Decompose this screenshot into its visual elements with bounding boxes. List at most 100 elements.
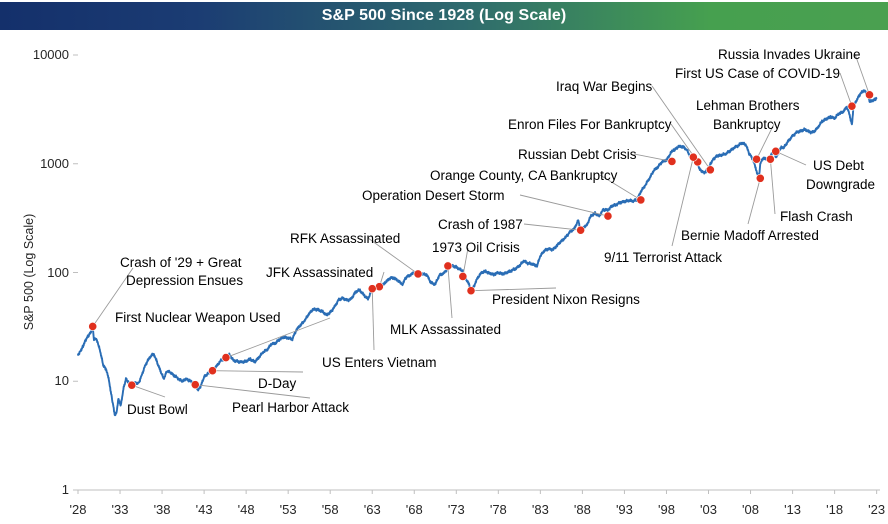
- leader-line: [769, 159, 776, 215]
- annotation-crash-29: Crash of '29 + Great: [120, 255, 242, 270]
- leader-line: [225, 317, 331, 359]
- annotation-madoff: Bernie Madoff Arrested: [681, 228, 819, 243]
- event-marker: [466, 286, 476, 296]
- event-marker: [413, 269, 423, 279]
- x-tick-53: '53: [279, 502, 297, 517]
- x-tick-68: '68: [405, 502, 423, 517]
- event-marker: [367, 284, 377, 294]
- leader-line: [854, 53, 870, 96]
- x-tick-88: '88: [573, 502, 591, 517]
- annotation-desert-storm: Operation Desert Storm: [362, 188, 505, 203]
- x-tick-63: '63: [363, 502, 381, 517]
- annotation-enron: Enron Files For Bankruptcy: [508, 117, 672, 132]
- x-tick-48: '48: [237, 502, 255, 517]
- x-tick-23: '23: [868, 502, 886, 517]
- event-marker: [458, 272, 468, 281]
- x-tick-13: '13: [784, 502, 802, 517]
- annotation-lehman: Lehman Brothers: [696, 98, 800, 113]
- x-tick-78: '78: [489, 502, 507, 517]
- x-tick-93: '93: [615, 502, 633, 517]
- event-marker: [443, 261, 453, 271]
- leader-line: [523, 223, 581, 231]
- event-marker: [576, 225, 586, 235]
- annotation-oil-1973: 1973 Oil Crisis: [432, 240, 520, 255]
- event-marker: [636, 195, 646, 205]
- x-tick-03: '03: [700, 502, 717, 517]
- event-marker: [755, 173, 765, 183]
- event-marker: [88, 322, 98, 331]
- annotation-d-day: D-Day: [258, 376, 297, 391]
- leader-line: [212, 370, 304, 373]
- leader-line: [371, 288, 375, 351]
- x-tick-73: '73: [447, 502, 465, 517]
- annotation-crash-1987: Crash of 1987: [438, 217, 523, 232]
- event-marker: [190, 380, 200, 390]
- annotation-sept11: 9/11 Terrorist Attack: [604, 250, 723, 265]
- event-marker: [688, 152, 698, 162]
- chart-title-bar: S&P 500 Since 1928 (Log Scale): [0, 2, 888, 30]
- y-tick-10: 10: [54, 373, 69, 389]
- leader-line: [92, 267, 134, 327]
- leader-line: [839, 72, 853, 107]
- event-markers: [88, 90, 874, 390]
- leader-line: [367, 237, 419, 275]
- leader-lines: [92, 53, 870, 399]
- x-tick-28: '28: [69, 502, 87, 517]
- x-tick-18: '18: [826, 502, 844, 517]
- annotation-flash-crash: Flash Crash: [780, 209, 853, 224]
- annotation-crash-29b: Depression Ensues: [126, 273, 244, 288]
- leader-line: [462, 247, 469, 277]
- event-marker: [221, 353, 231, 362]
- x-tick-08: '08: [742, 502, 759, 517]
- event-marker: [771, 146, 781, 156]
- x-tick-83: '83: [531, 502, 549, 517]
- annotation-rfk: RFK Assassinated: [290, 231, 401, 246]
- annotation-nixon: President Nixon Resigns: [492, 292, 640, 307]
- event-marker: [765, 154, 775, 164]
- event-marker: [865, 90, 874, 100]
- y-tick-10000: 10000: [32, 47, 69, 62]
- annotation-jfk: JFK Assassinated: [266, 265, 374, 280]
- annotation-us-debt2: Downgrade: [806, 177, 876, 192]
- leader-line: [447, 265, 453, 319]
- leader-line: [633, 153, 673, 162]
- annotation-dust-bowl: Dust Bowl: [127, 402, 188, 417]
- annotation-us-vietnam: US Enters Vietnam: [322, 355, 437, 370]
- leader-line: [747, 178, 761, 225]
- event-marker: [847, 101, 857, 111]
- event-marker: [752, 154, 761, 164]
- leader-line: [671, 157, 694, 247]
- leader-line: [651, 85, 711, 171]
- annotation-us-debt: US Debt: [813, 158, 865, 173]
- event-marker: [127, 380, 137, 390]
- x-tick-38: '38: [153, 502, 171, 517]
- annotation-covid: First US Case of COVID-19: [675, 66, 841, 81]
- annotation-pearl-harbor: Pearl Harbor Attack: [232, 400, 350, 415]
- x-tick-43: '43: [195, 502, 213, 517]
- annotation-lehman2: Bankruptcy: [713, 117, 781, 132]
- event-marker: [667, 157, 677, 166]
- leader-line: [775, 150, 807, 166]
- y-tick-1: 1: [61, 482, 69, 497]
- y-tick-100: 100: [47, 264, 69, 280]
- x-tick-58: '58: [321, 502, 339, 517]
- event-marker: [705, 165, 715, 175]
- annotation-iraq-war: Iraq War Begins: [556, 79, 653, 94]
- leader-line: [195, 384, 311, 399]
- annotation-orange-county: Orange County, CA Bankruptcy: [430, 168, 618, 183]
- annotation-mlk: MLK Assassinated: [390, 322, 502, 337]
- axis-lines: [73, 54, 880, 494]
- leader-line: [519, 194, 609, 217]
- leader-line: [599, 174, 642, 201]
- x-tick-98: '98: [657, 502, 675, 517]
- x-tick-33: '33: [111, 502, 129, 517]
- event-marker: [603, 211, 613, 221]
- y-tick-1000: 1000: [40, 155, 69, 171]
- page-title: S&P 500 Since 1928 (Log Scale): [321, 7, 567, 24]
- leader-line: [756, 123, 775, 160]
- annotation-first-nuclear: First Nuclear Weapon Used: [115, 310, 281, 325]
- leader-line: [470, 287, 557, 292]
- annotation-russian-debt: Russian Debt Crisis: [518, 147, 637, 162]
